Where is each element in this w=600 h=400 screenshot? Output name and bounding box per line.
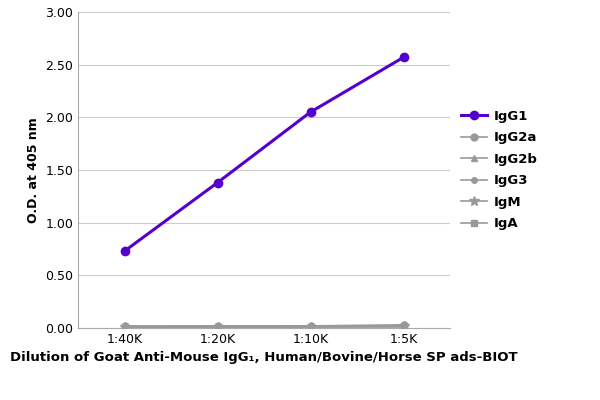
IgA	[307, 325, 314, 330]
IgG1	[400, 55, 407, 60]
IgG3	[400, 324, 407, 328]
Y-axis label: O.D. at 405 nm: O.D. at 405 nm	[26, 117, 40, 223]
IgG3	[307, 324, 314, 328]
IgG2a	[400, 322, 407, 327]
IgA	[214, 325, 221, 330]
Line: IgG2b: IgG2b	[121, 322, 407, 330]
IgM	[307, 324, 314, 329]
IgG2a	[121, 324, 128, 328]
IgM	[214, 324, 221, 329]
IgG2b	[121, 324, 128, 329]
IgM	[400, 324, 407, 329]
Line: IgG1: IgG1	[121, 53, 407, 255]
IgA	[400, 325, 407, 330]
IgG2b	[214, 324, 221, 329]
IgG3	[121, 324, 128, 329]
IgG2b	[307, 324, 314, 329]
IgG1	[121, 249, 128, 254]
Line: IgA: IgA	[121, 324, 407, 331]
IgM	[121, 324, 128, 329]
Line: IgG3: IgG3	[122, 323, 406, 330]
IgG2a	[214, 324, 221, 328]
IgG2b	[400, 324, 407, 328]
IgG2a	[307, 324, 314, 328]
IgA	[121, 325, 128, 330]
IgG3	[214, 324, 221, 329]
IgG1	[214, 180, 221, 185]
X-axis label: Dilution of Goat Anti-Mouse IgG₁, Human/Bovine/Horse SP ads-BIOT: Dilution of Goat Anti-Mouse IgG₁, Human/…	[10, 352, 518, 364]
Line: IgM: IgM	[119, 322, 409, 332]
Legend: IgG1, IgG2a, IgG2b, IgG3, IgM, IgA: IgG1, IgG2a, IgG2b, IgG3, IgM, IgA	[457, 106, 541, 234]
IgG1	[307, 110, 314, 114]
Line: IgG2a: IgG2a	[121, 321, 407, 329]
